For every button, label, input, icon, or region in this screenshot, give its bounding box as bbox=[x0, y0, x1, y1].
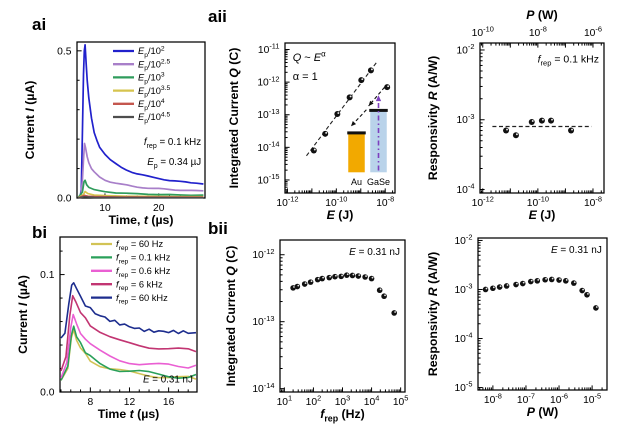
panel-label-bii: bii bbox=[208, 219, 228, 238]
svg-text:Ep/102.5: Ep/102.5 bbox=[138, 58, 170, 72]
svg-text:10-8: 10-8 bbox=[484, 392, 502, 406]
svg-text:10-5: 10-5 bbox=[583, 392, 601, 406]
svg-text:10-7: 10-7 bbox=[517, 392, 535, 406]
svg-text:frep = 60 Hz: frep = 60 Hz bbox=[116, 239, 163, 252]
svg-text:Ep/102: Ep/102 bbox=[138, 45, 165, 59]
panel-label-aii: aii bbox=[208, 7, 227, 26]
svg-text:103: 103 bbox=[335, 394, 351, 408]
svg-text:10-6: 10-6 bbox=[584, 25, 602, 39]
svg-text:E = 0.31 nJ: E = 0.31 nJ bbox=[349, 247, 400, 258]
svg-text:10-3: 10-3 bbox=[456, 112, 474, 126]
chart-aii-responsivity-vs-energy: 10-12 10-10 10-8 10-10 10-8 10-6 P (W) 10-4 10-3… bbox=[426, 8, 605, 222]
svg-text:E (J): E (J) bbox=[327, 208, 354, 222]
svg-text:Responsivity R (A/W): Responsivity R (A/W) bbox=[426, 252, 440, 376]
svg-text:Current I (µA): Current I (µA) bbox=[16, 275, 30, 354]
svg-text:10-12: 10-12 bbox=[257, 74, 279, 88]
svg-text:10-13: 10-13 bbox=[257, 107, 279, 121]
svg-text:10-2: 10-2 bbox=[456, 42, 474, 56]
svg-text:102: 102 bbox=[306, 394, 322, 408]
svg-text:P (W): P (W) bbox=[526, 8, 557, 22]
svg-text:Time t (µs): Time t (µs) bbox=[98, 407, 160, 421]
svg-text:Responsivity R (A/W): Responsivity R (A/W) bbox=[426, 56, 440, 180]
svg-text:101: 101 bbox=[277, 394, 293, 408]
svg-text:Au: Au bbox=[351, 177, 362, 187]
chart-ai-transient-current: 10 20 0.0 0.5 Time, t (µs) Current I (µA) frep… bbox=[23, 41, 206, 227]
svg-text:10-12: 10-12 bbox=[276, 195, 298, 209]
svg-text:10-2: 10-2 bbox=[454, 233, 472, 247]
svg-text:Integrated Current Q (C): Integrated Current Q (C) bbox=[224, 246, 238, 387]
svg-text:GaSe: GaSe bbox=[367, 177, 390, 187]
svg-text:20: 20 bbox=[153, 203, 165, 214]
svg-text:16: 16 bbox=[163, 397, 175, 408]
svg-text:frep = 0.1 kHz: frep = 0.1 kHz bbox=[144, 137, 201, 150]
svg-text:Ep/103: Ep/103 bbox=[138, 72, 165, 86]
svg-text:10-4: 10-4 bbox=[454, 331, 472, 345]
svg-text:10-13: 10-13 bbox=[252, 314, 274, 328]
svg-text:Ep/103.5: Ep/103.5 bbox=[138, 85, 170, 99]
svg-text:E = 0.31 nJ: E = 0.31 nJ bbox=[143, 375, 193, 386]
svg-text:10-10: 10-10 bbox=[472, 25, 494, 39]
chart-bii-charge-vs-frequency: 101 102 103 104 105 10-14 10-13 10-12 frep (Hz) I… bbox=[224, 239, 409, 424]
svg-text:10-14: 10-14 bbox=[257, 140, 279, 154]
svg-text:10-8: 10-8 bbox=[584, 195, 602, 209]
svg-text:10: 10 bbox=[99, 203, 111, 214]
svg-text:E (J): E (J) bbox=[529, 208, 556, 222]
svg-text:Integrated Current Q (C): Integrated Current Q (C) bbox=[227, 48, 241, 189]
svg-text:10-6: 10-6 bbox=[550, 392, 568, 406]
svg-text:frep (Hz): frep (Hz) bbox=[320, 407, 365, 424]
svg-text:10-11: 10-11 bbox=[258, 42, 280, 56]
svg-text:10-5: 10-5 bbox=[454, 380, 472, 394]
svg-text:frep = 0.1 kHz: frep = 0.1 kHz bbox=[538, 54, 599, 68]
chart-bii-responsivity-vs-power: 10-8 10-7 10-6 10-5 10-5 10-4 10-3 10-2 P (W) Res… bbox=[426, 233, 608, 419]
svg-text:frep = 60 kHz: frep = 60 kHz bbox=[116, 293, 168, 306]
svg-text:10-3: 10-3 bbox=[454, 282, 472, 296]
chart-bi-transient-current: 8 12 16 0.0 0.1 Time t (µs) Current I (µA) E = … bbox=[16, 236, 198, 421]
svg-text:10-15: 10-15 bbox=[257, 172, 279, 186]
svg-text:105: 105 bbox=[393, 394, 409, 408]
svg-text:10-4: 10-4 bbox=[456, 182, 474, 196]
svg-text:0.0: 0.0 bbox=[40, 388, 55, 399]
svg-text:10-8: 10-8 bbox=[376, 195, 394, 209]
svg-text:0.1: 0.1 bbox=[40, 270, 55, 281]
svg-text:Ep/104: Ep/104 bbox=[138, 98, 165, 112]
svg-text:Current I (µA): Current I (µA) bbox=[23, 81, 37, 160]
panel-label-ai: ai bbox=[32, 15, 47, 34]
svg-text:Ep = 0.34 µJ: Ep = 0.34 µJ bbox=[147, 157, 201, 170]
svg-text:E = 0.31 nJ: E = 0.31 nJ bbox=[551, 245, 602, 256]
svg-text:frep = 0.1 kHz: frep = 0.1 kHz bbox=[116, 253, 171, 266]
svg-text:α = 1: α = 1 bbox=[293, 71, 318, 83]
svg-text:10-10: 10-10 bbox=[527, 195, 549, 209]
svg-text:10-12: 10-12 bbox=[252, 247, 274, 261]
svg-text:10-14: 10-14 bbox=[252, 381, 274, 395]
svg-text:104: 104 bbox=[364, 394, 380, 408]
svg-text:10-10: 10-10 bbox=[325, 195, 347, 209]
panel-label-bi: bi bbox=[32, 223, 48, 242]
svg-text:Time, t (µs): Time, t (µs) bbox=[109, 213, 174, 227]
svg-text:0.0: 0.0 bbox=[57, 194, 72, 205]
svg-text:12: 12 bbox=[124, 397, 136, 408]
chart-aii-charge-vs-energy: 10-12 10-10 10-8 10-15 10-14 10-13 10-12 10-11 E… bbox=[227, 42, 396, 222]
svg-text:0.5: 0.5 bbox=[57, 46, 72, 57]
svg-text:10-12: 10-12 bbox=[472, 195, 494, 209]
svg-text:10-8: 10-8 bbox=[529, 25, 547, 39]
svg-text:P (W): P (W) bbox=[527, 405, 558, 419]
svg-text:8: 8 bbox=[87, 397, 93, 408]
svg-text:frep = 0.6 kHz: frep = 0.6 kHz bbox=[116, 266, 171, 279]
svg-text:Ep/104.5: Ep/104.5 bbox=[138, 111, 170, 125]
svg-text:frep = 6 kHz: frep = 6 kHz bbox=[116, 279, 163, 292]
svg-text:Q ~ Eα: Q ~ Eα bbox=[293, 49, 326, 64]
